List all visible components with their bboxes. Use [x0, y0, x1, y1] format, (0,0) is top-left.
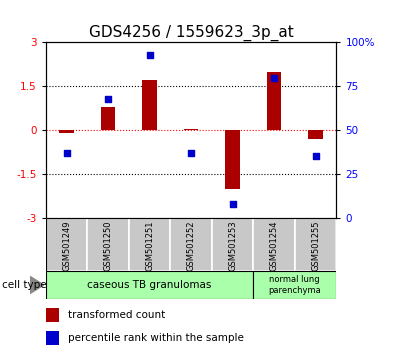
Text: GSM501253: GSM501253: [228, 220, 237, 271]
Text: caseous TB granulomas: caseous TB granulomas: [87, 280, 212, 290]
Bar: [87, 218, 129, 271]
Point: [229, 201, 236, 206]
Point: [146, 52, 153, 58]
Bar: [59, 130, 74, 133]
Bar: [142, 80, 157, 130]
Polygon shape: [30, 276, 44, 294]
Bar: [267, 72, 281, 130]
Text: GSM501249: GSM501249: [62, 220, 71, 271]
Point: [312, 154, 319, 159]
Bar: [101, 107, 115, 130]
Text: GSM501254: GSM501254: [269, 220, 279, 271]
Bar: [212, 218, 253, 271]
Point: [63, 150, 70, 156]
Bar: [225, 130, 240, 189]
Text: GSM501251: GSM501251: [145, 220, 154, 271]
Bar: [46, 271, 253, 299]
Bar: [46, 308, 59, 322]
Text: GSM501250: GSM501250: [103, 220, 113, 271]
Bar: [170, 218, 212, 271]
Bar: [253, 218, 295, 271]
Bar: [308, 130, 323, 139]
Title: GDS4256 / 1559623_3p_at: GDS4256 / 1559623_3p_at: [89, 25, 293, 41]
Text: normal lung
parenchyma: normal lung parenchyma: [268, 275, 321, 295]
Bar: [46, 218, 87, 271]
Text: transformed count: transformed count: [68, 310, 165, 320]
Bar: [253, 271, 336, 299]
Text: GSM501252: GSM501252: [187, 220, 195, 271]
Text: GSM501255: GSM501255: [311, 220, 320, 271]
Bar: [129, 218, 170, 271]
Bar: [184, 129, 198, 130]
Point: [105, 96, 111, 101]
Point: [188, 150, 194, 156]
Bar: [46, 331, 59, 344]
Point: [271, 75, 277, 80]
Bar: [295, 218, 336, 271]
Text: percentile rank within the sample: percentile rank within the sample: [68, 332, 244, 343]
Text: cell type: cell type: [2, 280, 47, 290]
